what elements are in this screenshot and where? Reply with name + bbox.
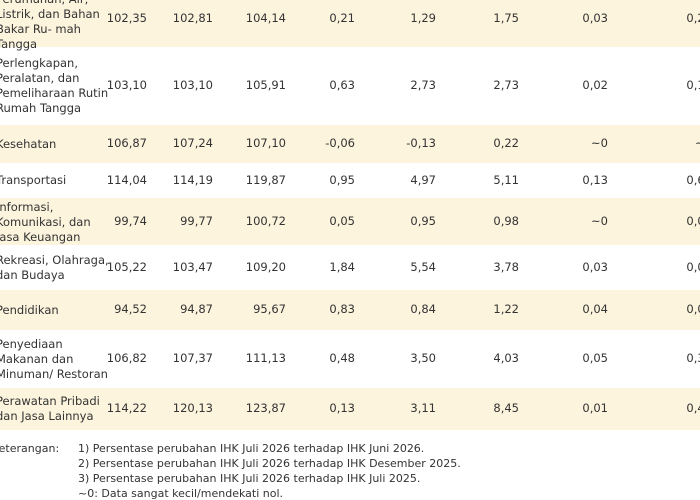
cell-value: 105,22 bbox=[106, 259, 147, 274]
row-label: Kesehatan bbox=[0, 136, 57, 151]
cell-value: 94,87 bbox=[180, 302, 213, 316]
cell-value: 107,24 bbox=[172, 136, 213, 150]
cell-value: 8,45 bbox=[493, 401, 519, 415]
cell-value: 102,81 bbox=[172, 10, 213, 25]
cell-value: 100,72 bbox=[245, 213, 286, 228]
cell-value: 106,82 bbox=[106, 351, 147, 365]
row-label: Rekreasi, Olahraga, dan Budaya bbox=[0, 252, 109, 282]
cell-value: 123,87 bbox=[245, 401, 286, 415]
table-row: Perumahan, Air, Listrik, dan Bahan Bakar… bbox=[0, 0, 700, 51]
cell-value: 0,63 bbox=[329, 78, 355, 92]
note-line: 2) Persentase perubahan IHK Juli 2026 te… bbox=[78, 457, 461, 470]
cell-value: 0,13 bbox=[329, 401, 355, 415]
cell-value: ~0 bbox=[695, 136, 700, 150]
cell-value: 3,11 bbox=[410, 401, 436, 415]
cell-value: 111,13 bbox=[245, 351, 286, 365]
cell-value: 3,50 bbox=[410, 351, 436, 365]
cell-value: 0,95 bbox=[410, 213, 436, 228]
cell-value: 0,07 bbox=[686, 259, 700, 274]
cell-value: ~0 bbox=[591, 136, 608, 150]
cell-value: 0,39 bbox=[686, 351, 700, 365]
cell-value: 5,54 bbox=[410, 259, 436, 274]
row-label: Perawatan Pribadi dan Jasa Lainnya bbox=[0, 394, 100, 423]
cell-value: 120,13 bbox=[172, 401, 213, 415]
cell-value: 0,11 bbox=[686, 78, 700, 92]
cell-value: 0,84 bbox=[410, 302, 436, 316]
cell-value: 1,84 bbox=[329, 259, 355, 274]
cell-value: 0,48 bbox=[329, 351, 355, 365]
row-label: Pendidikan bbox=[0, 302, 59, 317]
cell-value: 103,10 bbox=[172, 78, 213, 92]
table-row: Rekreasi, Olahraga, dan Budaya 105,22 103,… bbox=[0, 245, 700, 290]
table-row: Perawatan Pribadi dan Jasa Lainnya 114,22… bbox=[0, 388, 700, 430]
cell-value: 103,10 bbox=[106, 78, 147, 92]
cell-value: 0,03 bbox=[582, 259, 608, 274]
table-row: Pendidikan 94,52 94,87 95,67 0,83 0,84 1,22 0,0… bbox=[0, 290, 700, 330]
cell-value: 107,37 bbox=[172, 351, 213, 365]
row-label: Penyediaan Makanan dan Minuman/ Restoran bbox=[0, 336, 108, 381]
cell-value: 4,03 bbox=[493, 351, 519, 365]
cell-value: 103,47 bbox=[172, 259, 213, 274]
cell-value: 99,74 bbox=[114, 213, 147, 228]
cell-value: 94,52 bbox=[114, 302, 147, 316]
cell-value: 107,10 bbox=[245, 136, 286, 150]
cell-value: 106,87 bbox=[106, 136, 147, 150]
notes-heading: Keterangan: bbox=[0, 442, 60, 455]
cell-value: 1,22 bbox=[493, 302, 519, 316]
note-line: ~0: Data sangat kecil/mendekati nol. bbox=[78, 487, 284, 500]
cell-value: 0,22 bbox=[493, 136, 519, 150]
cell-value: 114,22 bbox=[106, 401, 147, 415]
cell-value: 104,14 bbox=[245, 10, 286, 25]
cell-value: 109,20 bbox=[245, 259, 286, 274]
cell-value: -0,13 bbox=[406, 136, 436, 150]
cell-value: 4,97 bbox=[410, 172, 436, 187]
cell-value: 95,67 bbox=[253, 302, 286, 316]
row-label: Transportasi bbox=[0, 173, 67, 187]
note-line: 1) Persentase perubahan IHK Juli 2026 te… bbox=[78, 442, 425, 455]
cell-value: 102,35 bbox=[106, 10, 147, 25]
cell-value: 0,01 bbox=[582, 401, 608, 415]
cell-value: 0,04 bbox=[582, 302, 608, 316]
cell-value: 0,02 bbox=[582, 78, 608, 92]
cell-value: 0,03 bbox=[582, 10, 608, 25]
cell-value: 1,75 bbox=[493, 10, 519, 25]
table-row: Kesehatan 106,87 107,24 107,10 -0,06 -0,13 0,2… bbox=[0, 125, 700, 163]
cell-value: 1,29 bbox=[410, 10, 436, 25]
table-row: Informasi, Komunikasi, dan Jasa Keuangan… bbox=[0, 198, 700, 245]
cell-value: 99,77 bbox=[180, 213, 213, 228]
cell-value: 0,05 bbox=[329, 213, 355, 228]
cell-value: -0,06 bbox=[325, 136, 355, 150]
cell-value: 0,48 bbox=[686, 401, 700, 415]
cell-value: ~0 bbox=[591, 213, 608, 228]
row-label: Perumahan, Air, Listrik, dan Bahan Bakar… bbox=[0, 0, 100, 51]
cell-value: 2,73 bbox=[493, 78, 519, 92]
cell-value: 0,95 bbox=[329, 172, 355, 187]
row-label: Perlengkapan, Peralatan, dan Pemeliharaa… bbox=[0, 56, 109, 115]
cell-value: 0,06 bbox=[686, 302, 700, 316]
table-row: Penyediaan Makanan dan Minuman/ Restoran… bbox=[0, 330, 700, 388]
cell-value: 0,13 bbox=[582, 172, 608, 187]
cell-value: 0,05 bbox=[582, 351, 608, 365]
cell-value: 114,04 bbox=[106, 172, 147, 187]
cell-value: 2,73 bbox=[410, 78, 436, 92]
table-row: Perlengkapan, Peralatan, dan Pemeliharaa… bbox=[0, 47, 700, 125]
cell-value: 0,68 bbox=[686, 172, 700, 187]
cell-value: 5,11 bbox=[493, 172, 519, 187]
note-line: 3) Persentase perubahan IHK Juli 2026 te… bbox=[78, 472, 421, 485]
cell-value: 3,78 bbox=[493, 259, 519, 274]
cell-value: 0,98 bbox=[493, 213, 519, 228]
cell-value: 105,91 bbox=[245, 78, 286, 92]
cell-value: 0,26 bbox=[686, 10, 700, 25]
cell-value: 0,05 bbox=[686, 213, 700, 228]
cell-value: 0,21 bbox=[329, 10, 355, 25]
row-label: Informasi, Komunikasi, dan Jasa Keuangan bbox=[0, 200, 91, 244]
cell-value: 0,83 bbox=[329, 302, 355, 316]
table-row: Transportasi 114,04 114,19 119,87 0,95 4,97 5,… bbox=[0, 163, 700, 198]
cell-value: 119,87 bbox=[245, 172, 286, 187]
cell-value: 114,19 bbox=[172, 172, 213, 187]
